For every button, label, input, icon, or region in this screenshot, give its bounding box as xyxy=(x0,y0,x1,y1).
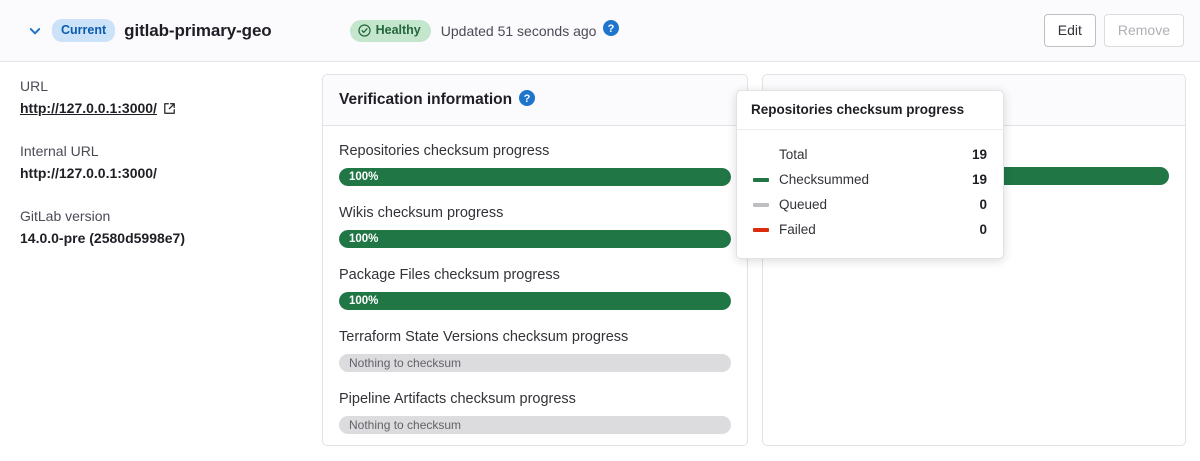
progress-bar[interactable]: Nothing to checksum xyxy=(339,416,731,434)
verification-progress-list: Repositories checksum progress 100% Wikis … xyxy=(323,126,747,434)
node-header: Current gitlab-primary-geo Healthy Updat… xyxy=(0,0,1200,62)
svg-text:?: ? xyxy=(608,23,615,35)
popover-row: Queued 0 xyxy=(753,192,987,217)
progress-item: Repositories checksum progress 100% xyxy=(339,140,731,186)
popover-row: Checksummed 19 xyxy=(753,167,987,192)
progress-item: Terraform State Versions checksum progre… xyxy=(339,326,731,372)
page-title: gitlab-primary-geo xyxy=(124,20,272,40)
popover-row-value: 0 xyxy=(979,197,987,212)
detail-label: URL xyxy=(20,78,49,94)
progress-bar-label: 100% xyxy=(349,233,379,245)
detail-value: 14.0.0-pre (2580d5998e7) xyxy=(20,230,185,246)
progress-bar[interactable]: 100% xyxy=(339,230,731,248)
progress-item: Package Files checksum progress 100% xyxy=(339,264,731,310)
legend-swatch-red xyxy=(753,227,769,232)
popover-row-value: 19 xyxy=(971,147,987,162)
progress-bar-label: 100% xyxy=(349,171,379,183)
detail-label: Internal URL xyxy=(20,143,99,159)
popover-row-label: Checksummed xyxy=(779,172,870,187)
legend-swatch-grey xyxy=(753,202,769,207)
svg-text:?: ? xyxy=(524,93,531,105)
progress-bar-label: Nothing to checksum xyxy=(349,356,462,370)
legend-swatch-none xyxy=(753,153,769,157)
progress-bar-fill xyxy=(339,230,731,248)
progress-label: Terraform State Versions checksum progre… xyxy=(339,329,629,345)
legend-swatch-green xyxy=(753,177,769,182)
progress-label: Pipeline Artifacts checksum progress xyxy=(339,391,576,407)
popover-row-label: Total xyxy=(779,147,808,162)
edit-button[interactable]: Edit xyxy=(1043,14,1096,47)
current-badge: Current xyxy=(52,18,116,43)
question-circle-icon[interactable]: ? xyxy=(519,89,536,111)
card-title: Verification information xyxy=(339,91,513,108)
detail-label: GitLab version xyxy=(20,208,111,224)
last-updated-text: Updated 51 seconds ago xyxy=(440,22,597,39)
detail-internal-url: Internal URL http://127.0.0.1:3000/ xyxy=(20,141,300,184)
progress-bar-label: 100% xyxy=(349,295,379,307)
check-circle-icon xyxy=(357,23,371,37)
chevron-down-icon[interactable] xyxy=(24,20,46,42)
progress-item: Pipeline Artifacts checksum progress Noth… xyxy=(339,388,731,434)
detail-gitlab-version: GitLab version 14.0.0-pre (2580d5998e7) xyxy=(20,206,300,249)
popover-row: Total 19 xyxy=(753,142,987,167)
checksum-details-popover: Repositories checksum progress Total 19 Ch… xyxy=(736,90,1004,259)
progress-item: Wikis checksum progress 100% xyxy=(339,202,731,248)
popover-row-value: 0 xyxy=(979,222,987,237)
verification-information-card: Verification information ? Repositories … xyxy=(322,74,748,446)
popover-row: Failed 0 xyxy=(753,217,987,242)
popover-rows: Total 19 Checksummed 19 Queued 0 Failed 0 xyxy=(737,130,1003,258)
external-link-icon[interactable] xyxy=(163,102,176,115)
detail-value: http://127.0.0.1:3000/ xyxy=(20,98,300,119)
question-circle-icon[interactable]: ? xyxy=(603,20,620,41)
progress-label: Wikis checksum progress xyxy=(339,205,504,221)
card-header: Verification information ? xyxy=(323,75,747,126)
remove-button[interactable]: Remove xyxy=(1103,14,1184,47)
detail-url: URL http://127.0.0.1:3000/ xyxy=(20,76,300,119)
progress-bar[interactable]: 100% xyxy=(339,168,731,186)
progress-bar-fill xyxy=(339,168,731,186)
progress-label: Repositories checksum progress xyxy=(339,143,550,159)
progress-bar-label: Nothing to checksum xyxy=(349,418,462,432)
progress-bar[interactable]: 100% xyxy=(339,292,731,310)
progress-bar-fill xyxy=(339,292,731,310)
detail-value: http://127.0.0.1:3000/ xyxy=(20,165,157,181)
progress-label: Package Files checksum progress xyxy=(339,267,560,283)
node-details-list: URL http://127.0.0.1:3000/ Internal URL … xyxy=(20,76,300,271)
url-link[interactable]: http://127.0.0.1:3000/ xyxy=(20,100,157,116)
popover-row-label: Queued xyxy=(779,197,828,212)
popover-row-value: 19 xyxy=(971,172,987,187)
status-badge: Healthy xyxy=(349,19,431,42)
popover-row-label: Failed xyxy=(779,222,816,237)
progress-bar[interactable]: Nothing to checksum xyxy=(339,354,731,372)
header-actions: Edit Remove xyxy=(1043,14,1184,47)
health-status-group: Healthy Updated 51 seconds ago ? xyxy=(349,19,620,42)
popover-title: Repositories checksum progress xyxy=(737,91,1003,130)
status-badge-label: Healthy xyxy=(375,22,421,37)
